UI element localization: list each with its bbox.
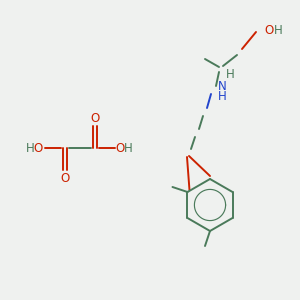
- Text: H: H: [124, 142, 132, 154]
- Text: H: H: [274, 23, 283, 37]
- Text: O: O: [264, 23, 273, 37]
- Text: O: O: [116, 142, 124, 154]
- Text: H: H: [26, 142, 34, 154]
- Text: H: H: [218, 89, 227, 103]
- Text: O: O: [60, 172, 70, 184]
- Text: H: H: [226, 68, 235, 80]
- Text: O: O: [90, 112, 100, 124]
- Text: O: O: [33, 142, 43, 154]
- Text: N: N: [218, 80, 227, 94]
